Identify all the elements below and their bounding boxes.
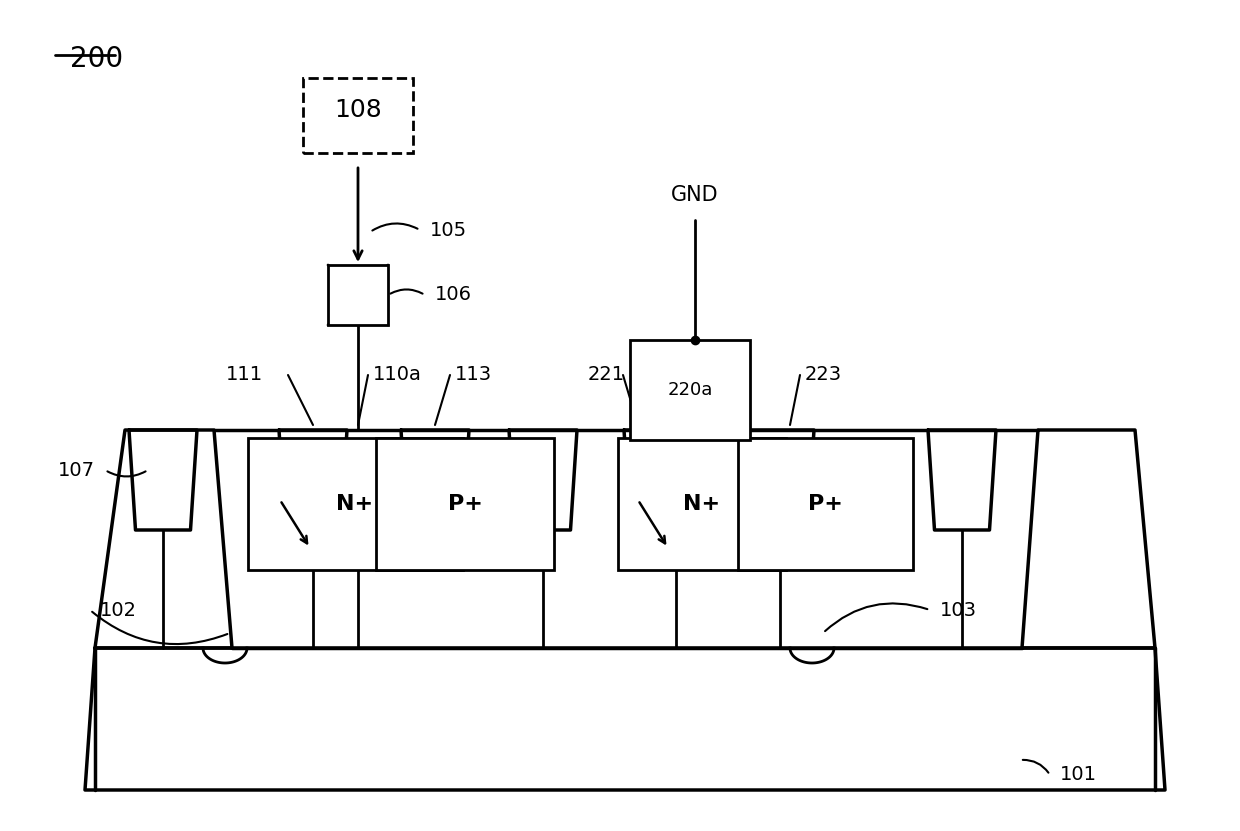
Text: 223: 223 [805, 366, 842, 385]
Bar [248, 438, 463, 570]
Text: 102: 102 [100, 601, 136, 619]
Bar [630, 340, 750, 440]
Text: P+: P+ [448, 494, 482, 514]
Bar [618, 438, 786, 570]
Text: P+: P+ [807, 494, 842, 514]
Text: 200: 200 [69, 45, 123, 73]
Bar [303, 78, 413, 153]
Bar [329, 265, 388, 325]
Text: 106: 106 [435, 286, 472, 304]
Text: 103: 103 [940, 601, 977, 619]
Text: 111: 111 [226, 366, 263, 385]
Text: 101: 101 [1060, 765, 1097, 784]
Text: 220a: 220a [667, 381, 713, 399]
Text: 105: 105 [430, 220, 467, 239]
Text: 108: 108 [334, 98, 382, 122]
Text: 107: 107 [58, 460, 95, 479]
Text: 113: 113 [455, 366, 492, 385]
Text: GND: GND [671, 185, 719, 205]
Bar [376, 438, 554, 570]
Text: 221: 221 [588, 366, 625, 385]
Bar [738, 438, 913, 570]
Text: 110a: 110a [373, 366, 422, 385]
Text: N+: N+ [336, 494, 373, 514]
Text: N+: N+ [683, 494, 720, 514]
